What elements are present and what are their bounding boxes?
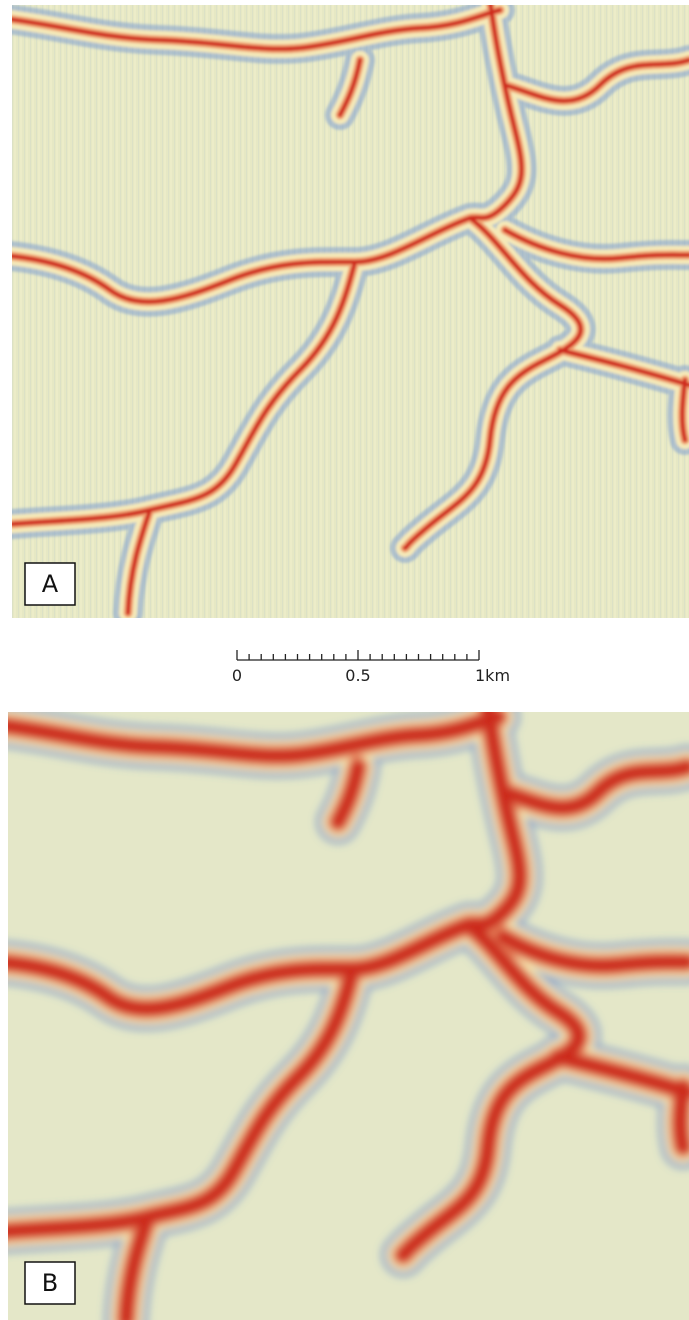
scale-label: 0.5 bbox=[345, 666, 370, 685]
page: A 0 0.5 1km B (() => { const data = JSON… bbox=[0, 0, 689, 1320]
scale-label: 1km bbox=[475, 666, 510, 685]
scale-bar bbox=[237, 650, 479, 660]
scale-label: 0 bbox=[232, 666, 242, 685]
panel-label: B bbox=[42, 1269, 58, 1297]
panel-b-raster bbox=[0, 707, 689, 1320]
panel-label: A bbox=[42, 570, 59, 598]
panel-a-raster bbox=[0, 0, 689, 618]
figure: A 0 0.5 1km B bbox=[0, 0, 689, 1320]
